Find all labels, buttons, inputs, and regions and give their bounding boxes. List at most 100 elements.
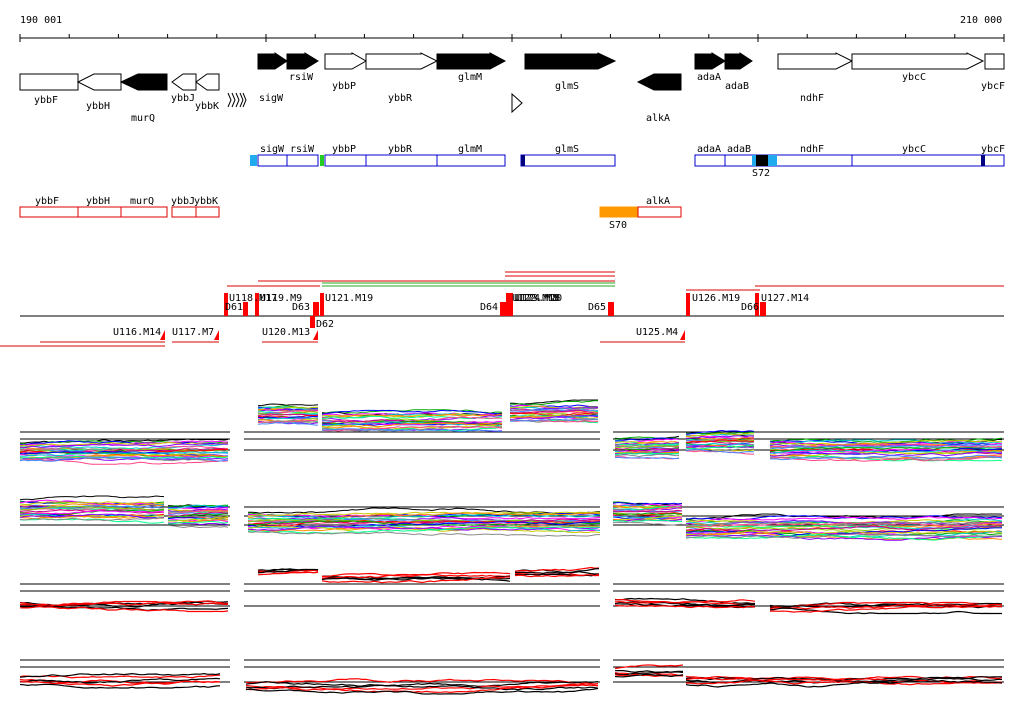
gene-arrow-ybcC[interactable]: [851, 52, 985, 70]
operon-label-ybbP: ybbP: [332, 144, 356, 155]
operon-label-rsiW: rsiW: [290, 144, 315, 155]
segment-U121[interactable]: U121.M19: [325, 293, 373, 304]
gene-label-rsiW: rsiW: [289, 72, 314, 83]
gene-arrow-rsiW[interactable]: [286, 52, 319, 70]
operon-label-adaB: adaB: [727, 144, 751, 155]
gene-arrow-glmS[interactable]: [524, 52, 617, 70]
gene-arrow-adaB[interactable]: [724, 52, 753, 70]
gene-arrow-ybbF[interactable]: [19, 73, 79, 91]
operon-label-sigW: sigW: [260, 144, 285, 155]
gene-arrow-ybbP[interactable]: [324, 52, 368, 70]
gene-label-alkA: alkA: [646, 113, 670, 124]
gene-arrow-ndhF[interactable]: [777, 52, 854, 70]
gene-arrow-adaA[interactable]: [694, 52, 726, 70]
operon-track: sigW rsiW ybbP ybbR glmM glmS adaA adaB …: [250, 144, 1005, 179]
operon-block-adaA-ybcF[interactable]: [694, 154, 1005, 167]
gene-label-adaA: adaA: [697, 72, 721, 83]
operon-label-ndhF: ndhF: [800, 144, 824, 155]
gene-label-ndhF: ndhF: [800, 93, 824, 104]
segment-D62[interactable]: D62: [316, 319, 334, 330]
gene-arrow-ybbK[interactable]: [195, 73, 220, 91]
profile-panel-1: [19, 399, 1004, 465]
gene-labels: ybbF ybbH murQ ybbJ ybbK sigW rsiW ybbP …: [34, 72, 1005, 124]
segment-U116[interactable]: U116.M14: [113, 327, 161, 338]
red-label-ybbK: ybbK: [194, 196, 218, 207]
segment-U120[interactable]: U120.M13: [262, 327, 310, 338]
profile-gaps: [230, 390, 613, 710]
panel-4-profile-lines: [19, 664, 1003, 695]
red-label-ybbJ: ybbJ: [171, 196, 195, 207]
profile-panel-2: [19, 495, 1004, 541]
segment-U123[interactable]: U123.M20: [514, 293, 562, 304]
orange-block-S70[interactable]: [599, 206, 639, 218]
gene-arrow-alkA[interactable]: [636, 73, 682, 91]
red-label-ybbH: ybbH: [86, 196, 110, 207]
operon-label-S72: S72: [752, 168, 770, 179]
gene-label-ybbF: ybbF: [34, 95, 58, 106]
gene-label-ybbR: ybbR: [388, 93, 413, 104]
gene-track: [19, 52, 1005, 114]
gene-label-ybcC: ybcC: [902, 72, 926, 83]
operon-block-glmS[interactable]: [520, 154, 616, 167]
gene-arrow-ybcF[interactable]: [984, 53, 1005, 70]
ruler-end-label: 210 000: [960, 15, 1002, 26]
segment-D61[interactable]: D61: [225, 302, 243, 313]
operon-label-ybcF: ybcF: [981, 144, 1005, 155]
red-operon-labels: ybbF ybbH murQ ybbJ ybbK alkA S70: [35, 196, 670, 231]
panel-1-profile-lines: [19, 399, 1003, 465]
operon-label-ybbR: ybbR: [388, 144, 413, 155]
operon-dark-block-S72[interactable]: [756, 155, 768, 166]
panel-2-profile-lines: [19, 495, 1003, 541]
red-label-murQ: murQ: [130, 196, 154, 207]
segment-U127[interactable]: U127.M14: [761, 293, 809, 304]
red-block-ybbF-murQ[interactable]: [19, 206, 168, 218]
gene-label-ybbJ: ybbJ: [171, 93, 195, 104]
gene-label-ybcF: ybcF: [981, 81, 1005, 92]
small-triangle-marker: [511, 92, 523, 114]
segment-D63[interactable]: D63: [292, 302, 310, 313]
segment-U117[interactable]: U117.M7: [172, 327, 214, 338]
segment-D66[interactable]: D66: [741, 302, 759, 313]
segment-D65[interactable]: D65: [588, 302, 606, 313]
segment-U125[interactable]: U125.M4: [636, 327, 678, 338]
gene-arrow-sigW[interactable]: [257, 52, 288, 70]
gene-arrow-glmM[interactable]: [436, 52, 507, 70]
segment-U122[interactable]: U122.M18: [512, 293, 560, 304]
operon-start-marker-ybbP: [320, 155, 324, 166]
operon-start-marker-sigW: [250, 155, 257, 166]
red-label-ybbF: ybbF: [35, 196, 59, 207]
red-label-alkA: alkA: [646, 196, 670, 207]
segment-U124[interactable]: U124.M8: [516, 293, 558, 304]
red-operon-track: [19, 206, 682, 218]
ruler-ticks: [19, 34, 1005, 42]
gene-arrow-ybbH[interactable]: [76, 73, 122, 91]
gene-label-glmM: glmM: [458, 72, 482, 83]
gene-arrow-ybbR[interactable]: [365, 52, 439, 70]
gene-label-ybbP: ybbP: [332, 81, 356, 92]
segment-U118[interactable]: U118.M17: [229, 293, 277, 304]
operon-label-adaA: adaA: [697, 144, 721, 155]
ruler-start-label: 190 001: [20, 15, 62, 26]
operon-label-glmM: glmM: [458, 144, 482, 155]
gene-label-ybbK: ybbK: [195, 101, 219, 112]
gene-label-sigW: sigW: [259, 93, 284, 104]
segment-U119[interactable]: U119.M9: [260, 293, 302, 304]
gene-label-murQ: murQ: [131, 113, 155, 124]
gene-arrow-murQ[interactable]: [119, 73, 168, 91]
operon-block-ybbP-glmM[interactable]: [324, 154, 506, 167]
panel-3-profile-lines: [19, 566, 1003, 615]
red-label-S70: S70: [609, 220, 627, 231]
segments-track: U118.M17 U119.M9 U121.M19 D61 D63 D62 D6…: [0, 271, 1004, 347]
segment-D64[interactable]: D64: [480, 302, 498, 313]
profile-panel-4: [19, 659, 1004, 695]
operon-label-ybcC: ybcC: [902, 144, 926, 155]
small-arrows-cluster: [227, 92, 247, 108]
operon-block-sigW-rsiW[interactable]: [257, 154, 319, 167]
red-block-alkA[interactable]: [637, 206, 682, 218]
gene-label-adaB: adaB: [725, 81, 749, 92]
segment-U126[interactable]: U126.M19: [692, 293, 740, 304]
gene-arrow-ybbJ[interactable]: [171, 73, 197, 91]
profile-panel-3: [19, 566, 1004, 615]
coordinate-ruler: 190 001 210 000: [19, 15, 1005, 42]
